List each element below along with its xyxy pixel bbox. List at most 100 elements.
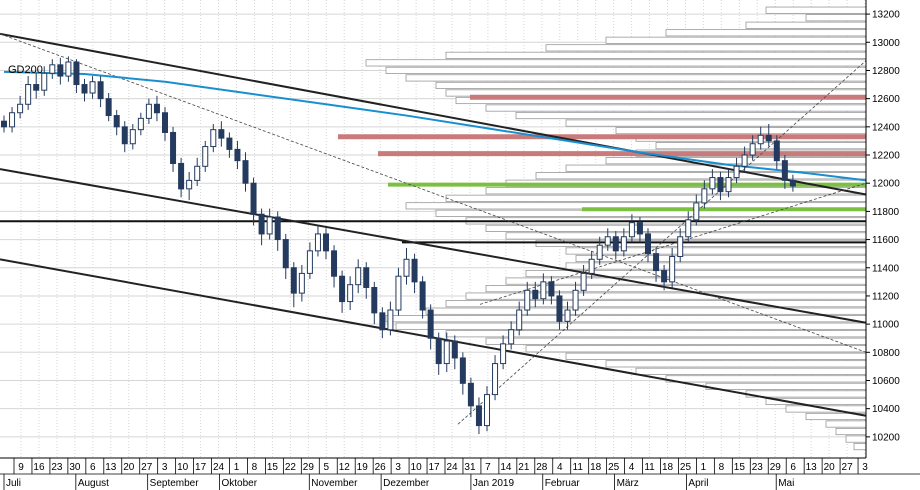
candle-body: [266, 216, 273, 235]
volume-profile-bar: [445, 194, 867, 202]
x-day-label: 1: [701, 462, 707, 473]
candle-body: [355, 267, 362, 286]
x-day-label: 25: [608, 462, 620, 473]
candle-body: [145, 103, 152, 119]
x-day-label: 10: [411, 462, 423, 473]
x-day-label: 11: [644, 462, 655, 473]
x-day-label: 10: [177, 462, 189, 473]
y-tick-label: 12000: [872, 179, 900, 190]
candle-body: [556, 295, 563, 322]
volume-profile-bar: [365, 59, 867, 67]
candle-body: [81, 84, 88, 94]
x-day-label: 14: [500, 462, 512, 473]
x-day-label: 28: [536, 462, 548, 473]
x-month-label: August: [78, 478, 109, 489]
x-day-label: 21: [518, 462, 530, 473]
volume-profile-bar: [635, 367, 867, 375]
x-month-label: November: [311, 478, 358, 489]
x-day-label: 4: [557, 462, 563, 473]
candle-body: [443, 340, 450, 365]
volume-profile-bar: [745, 21, 867, 29]
gd200-line: [3, 70, 920, 189]
candle-body: [588, 258, 595, 274]
candle-body: [765, 134, 772, 142]
x-month-label: Jan 2019: [473, 478, 515, 489]
y-tick-label: 11200: [872, 291, 900, 302]
x-day-label: 7: [485, 462, 491, 473]
candle-body: [339, 275, 346, 303]
x-day-label: 30: [69, 462, 81, 473]
x-day-label: 8: [719, 462, 725, 473]
y-tick-label: 10400: [872, 404, 900, 415]
volume-profile-bar: [485, 337, 867, 345]
x-day-label: 31: [464, 462, 476, 473]
x-day-label: 11: [573, 462, 584, 473]
x-day-label: 20: [824, 462, 836, 473]
x-day-label: 3: [862, 462, 868, 473]
candle-body: [741, 154, 748, 167]
candle-body: [306, 250, 313, 274]
volume-profile-bar: [565, 247, 867, 255]
candle-body: [451, 340, 458, 359]
volume-profile-bar: [385, 66, 867, 74]
volume-profile-bar: [845, 435, 867, 443]
volume-profile-bar: [405, 74, 867, 82]
volume-profile-bar: [385, 315, 867, 323]
x-day-label: 6: [790, 462, 796, 473]
candle-body: [298, 272, 305, 294]
candle-body: [387, 309, 394, 331]
x-day-label: 5: [324, 462, 330, 473]
volume-profile-bar: [745, 390, 867, 398]
volume-profile-bar: [525, 345, 867, 353]
candle-body: [218, 129, 225, 139]
y-tick-label: 11600: [872, 235, 900, 246]
volume-profile-bar: [605, 157, 867, 165]
candle-body: [65, 61, 72, 77]
x-month-label: Februar: [545, 478, 581, 489]
y-tick-label: 11000: [872, 320, 900, 331]
candle-body: [516, 309, 523, 331]
y-tick-label: 10200: [872, 432, 900, 443]
candle-body: [435, 337, 442, 365]
volume-profile-bar: [665, 29, 867, 37]
x-month-label: März: [617, 478, 639, 489]
x-day-label: 29: [303, 462, 315, 473]
x-month-label: September: [150, 478, 200, 489]
candle-body: [226, 137, 233, 150]
volume-profile-bar: [485, 187, 867, 195]
candle-body: [9, 112, 16, 128]
candle-body: [524, 289, 531, 311]
volume-profile-bar: [765, 397, 867, 406]
candle-body: [620, 236, 627, 252]
candle-body: [194, 165, 201, 181]
indicator-label: GD200: [8, 64, 43, 76]
candle-body: [419, 281, 426, 311]
x-day-label: 20: [123, 462, 135, 473]
candle-body: [274, 216, 281, 241]
volume-profile-bar: [853, 443, 867, 451]
y-tick-label: 12600: [872, 94, 900, 105]
candle-body: [725, 177, 732, 193]
x-day-label: 15: [734, 462, 746, 473]
candle-body: [113, 115, 120, 128]
candle-body: [693, 202, 700, 221]
trend-dashed-line: [0, 33, 867, 353]
candle-body: [89, 81, 96, 94]
x-day-label: 12: [339, 462, 351, 473]
volume-profile-bar: [765, 6, 867, 14]
candle-body: [653, 253, 660, 272]
candle-body: [395, 275, 402, 311]
candle-body: [540, 281, 547, 300]
volume-profile-bar: [805, 14, 867, 22]
candle-body: [25, 84, 32, 105]
candle-body: [580, 272, 587, 291]
x-day-label: 27: [141, 462, 153, 473]
candle-body: [604, 236, 611, 246]
volume-profile-bar: [565, 352, 867, 360]
x-day-label: 9: [18, 462, 24, 473]
trend-channel-line: [0, 32, 867, 196]
trend-channel-line: [0, 168, 867, 324]
candle-body: [234, 148, 241, 162]
x-day-label: 6: [90, 462, 96, 473]
